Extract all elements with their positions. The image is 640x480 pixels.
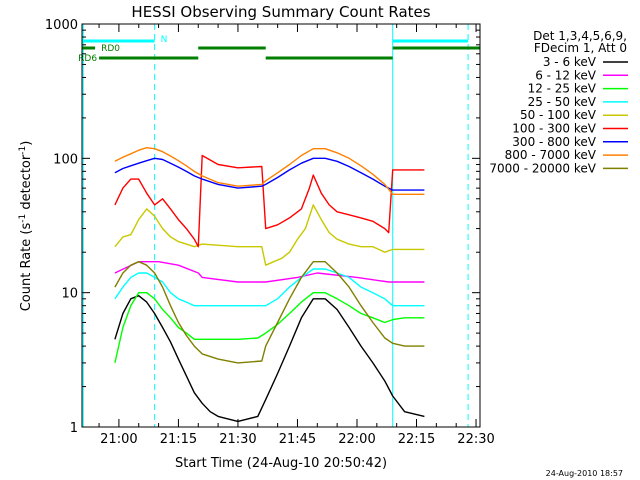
series-line-7 — [114, 146, 425, 196]
series-line-8 — [114, 261, 425, 364]
legend-entry-8: 7000 - 20000 keV — [489, 161, 596, 175]
x-axis-label: Start Time (24-Aug-10 20:50:42) — [175, 456, 387, 471]
legend-entry-3: 25 - 50 keV — [528, 95, 597, 109]
y-axis-label: Count Rate (s-1 detector-1) — [18, 141, 34, 312]
status-annotations: N RD0 RD6 — [78, 35, 480, 64]
series-line-3 — [114, 268, 425, 307]
x-tick-label: 22:15 — [398, 432, 435, 447]
legend-entry-6: 300 - 800 keV — [512, 135, 596, 149]
x-tick-label: 21:45 — [279, 432, 316, 447]
series-lines — [114, 146, 425, 423]
y-tick-label: 100 — [53, 152, 78, 167]
y-tick-label: 1 — [70, 421, 78, 436]
axes: 21:00 21:15 21:30 21:45 22:00 22:15 22:30 1 10 10… — [45, 18, 495, 447]
legend-entry-2: 12 - 25 keV — [528, 82, 597, 96]
x-tick-label: 21:30 — [219, 432, 256, 447]
legend-entry-0: 3 - 6 keV — [543, 55, 597, 69]
x-tick-label: 22:00 — [338, 432, 375, 447]
chart-title: HESSI Observing Summary Count Rates — [131, 3, 430, 21]
generated-timestamp: 24-Aug-2010 18:57 — [546, 469, 623, 478]
legend-entry-1: 6 - 12 keV — [535, 68, 597, 82]
series-line-1 — [114, 261, 425, 283]
series-line-4 — [114, 204, 425, 266]
series-line-0 — [114, 295, 425, 423]
y-tick-label: 1000 — [45, 18, 78, 33]
legend-entry-7: 800 - 7000 keV — [505, 148, 597, 162]
legend-header-line-2: FDecim 1, Att 0 — [534, 41, 627, 55]
legend: Det 1,3,4,5,6,9, FDecim 1, Att 0 3 - 6 k… — [489, 29, 628, 175]
series-line-2 — [114, 292, 425, 364]
annotation-label-rd6: RD6 — [78, 54, 97, 64]
series-line-6 — [114, 157, 425, 191]
y-tick-label: 10 — [61, 287, 78, 302]
x-tick-label: 21:00 — [100, 432, 137, 447]
marker-lines — [82, 24, 469, 427]
annotation-label-n: N — [161, 35, 168, 45]
x-tick-label: 21:15 — [160, 432, 197, 447]
x-tick-label: 22:30 — [457, 432, 494, 447]
annotation-label-rd0: RD0 — [101, 44, 120, 54]
plot-frame — [81, 23, 481, 428]
legend-entry-5: 100 - 300 keV — [512, 122, 596, 136]
series-line-5 — [114, 154, 425, 248]
legend-entry-4: 50 - 100 keV — [520, 108, 597, 122]
legend-header-line-1: Det 1,3,4,5,6,9, — [533, 29, 627, 43]
